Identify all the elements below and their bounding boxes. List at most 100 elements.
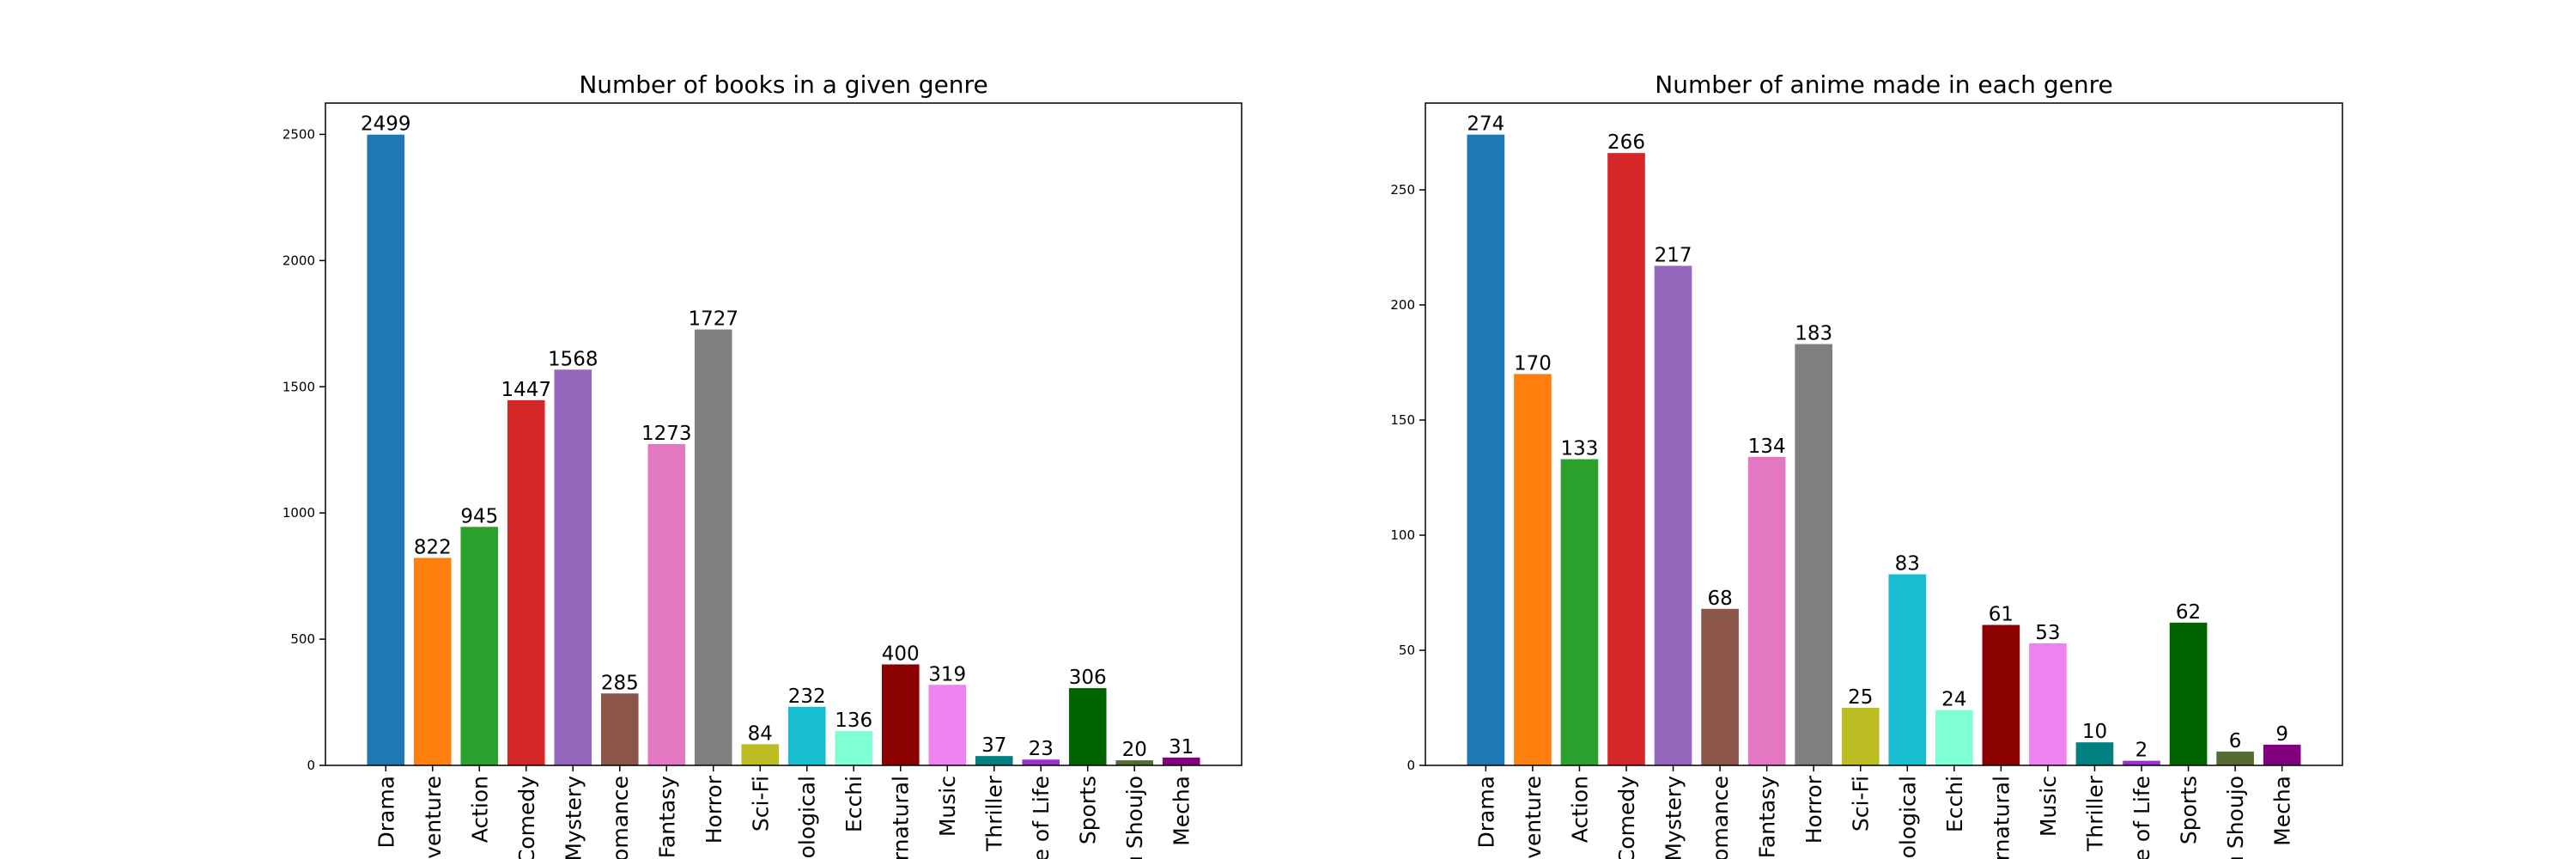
x-tick-label: Thriller <box>982 775 1007 852</box>
bar <box>1747 456 1786 765</box>
bar <box>928 685 967 765</box>
bar <box>2216 751 2254 765</box>
chart-panel: Number of anime made in each genre 0 50 100… <box>1390 70 2343 859</box>
x-tick-label: Thriller <box>2082 775 2107 852</box>
y-tick-label: 0 <box>1406 758 1415 773</box>
value-label: 68 <box>1707 588 1732 610</box>
value-label: 24 <box>1941 689 1966 711</box>
axes-frame <box>325 102 1242 766</box>
x-tick-label: Adventure <box>421 776 446 859</box>
bar <box>554 369 592 765</box>
x-tick-label: Action <box>1567 776 1592 843</box>
x-tick-label: Slice of Life <box>1029 776 1054 859</box>
bar <box>1654 265 1692 765</box>
x-tick-label: Music <box>2036 776 2061 837</box>
x-tick-label: Fantasy <box>654 776 679 858</box>
value-label: 25 <box>1848 686 1873 709</box>
bar <box>413 557 452 765</box>
value-label: 37 <box>981 734 1006 757</box>
x-tick-label: Sports <box>2177 776 2202 844</box>
x-tick-label: Mecha <box>2270 776 2295 846</box>
value-label: 84 <box>748 722 773 745</box>
value-label: 1568 <box>548 348 598 370</box>
value-label: 136 <box>835 710 872 732</box>
y-tick-label: 1000 <box>283 505 315 521</box>
y-tick-label: 2000 <box>283 253 315 268</box>
bar <box>1022 759 1060 765</box>
y-tick-label: 100 <box>1390 527 1415 543</box>
bar <box>2075 742 2114 765</box>
bar <box>1841 708 1880 765</box>
value-label: 232 <box>788 685 826 708</box>
bar <box>1701 608 1739 765</box>
x-tick-label: Mystery <box>561 776 586 859</box>
bar <box>507 399 545 765</box>
value-label: 945 <box>460 505 498 527</box>
y-tick-label: 200 <box>1390 297 1415 313</box>
x-tick-label: Psychological <box>1895 776 1920 859</box>
bar <box>975 756 1013 765</box>
value-label: 10 <box>2082 721 2107 743</box>
y-tick-label: 250 <box>1390 182 1415 198</box>
x-tick-label: Ecchi <box>841 776 866 832</box>
value-label: 20 <box>1122 739 1147 761</box>
value-label: 306 <box>1069 667 1107 689</box>
bar <box>1560 459 1599 765</box>
x-tick-label: Action <box>467 776 492 843</box>
bar <box>1607 153 1645 765</box>
x-tick-label: Comedy <box>1614 776 1639 859</box>
bar <box>1162 757 1200 765</box>
x-tick-label: Drama <box>1473 776 1498 849</box>
value-label: 183 <box>1795 323 1832 345</box>
bar <box>1888 574 1927 765</box>
bar <box>600 693 639 765</box>
x-tick-label: Romance <box>1708 776 1733 859</box>
x-tick-label: Sports <box>1076 776 1101 844</box>
chart-title: Number of books in a given genre <box>579 70 987 99</box>
bar <box>1467 134 1505 765</box>
x-tick-label: Horror <box>1801 775 1826 844</box>
bar <box>647 443 686 765</box>
axes-frame <box>1425 102 2343 766</box>
x-tick-label: Psychological <box>795 776 820 859</box>
y-tick-label: 1500 <box>283 379 315 394</box>
bar <box>1795 344 1832 765</box>
y-tick-label: 150 <box>1390 412 1415 428</box>
value-label: 2 <box>2136 740 2148 762</box>
bar <box>367 134 405 765</box>
bar <box>1982 624 2020 765</box>
y-tick-label: 50 <box>1399 643 1415 658</box>
bar <box>2123 760 2160 765</box>
chart-panel: Number of books in a given genre 0 500 1000… <box>283 70 1242 859</box>
x-tick-label: Slice of Life <box>2129 776 2154 859</box>
value-label: 1273 <box>641 423 692 445</box>
value-label: 2499 <box>361 113 411 136</box>
x-tick-label: Mahou Shoujo <box>1122 776 1147 859</box>
value-label: 23 <box>1029 738 1054 760</box>
value-label: 319 <box>928 663 966 685</box>
x-tick-label: Adventure <box>1521 776 1546 859</box>
value-label: 83 <box>1895 553 1920 576</box>
x-tick-label: Music <box>935 776 960 837</box>
value-label: 133 <box>1561 438 1599 460</box>
chart-title: Number of anime made in each genre <box>1655 70 2112 99</box>
value-label: 62 <box>2176 601 2201 624</box>
bar <box>1935 710 1973 765</box>
bar <box>694 329 732 765</box>
x-tick-label: Mahou Shoujo <box>2223 776 2248 859</box>
x-tick-label: Mecha <box>1170 776 1194 846</box>
y-tick-label: 0 <box>307 758 315 773</box>
x-tick-label: Sci-Fi <box>748 776 773 832</box>
bar <box>1514 374 1552 765</box>
x-tick-label: Horror <box>702 775 726 844</box>
value-label: 274 <box>1467 113 1504 136</box>
x-tick-label: Fantasy <box>1755 776 1780 858</box>
x-tick-label: Sci-Fi <box>1849 776 1874 832</box>
value-label: 53 <box>2035 622 2060 644</box>
value-label: 266 <box>1607 131 1645 154</box>
bar <box>1068 688 1107 765</box>
x-tick-label: Supernatural <box>889 776 914 859</box>
value-label: 1727 <box>688 308 738 331</box>
value-label: 61 <box>1989 604 2014 626</box>
x-tick-label: Supernatural <box>1989 776 2014 859</box>
